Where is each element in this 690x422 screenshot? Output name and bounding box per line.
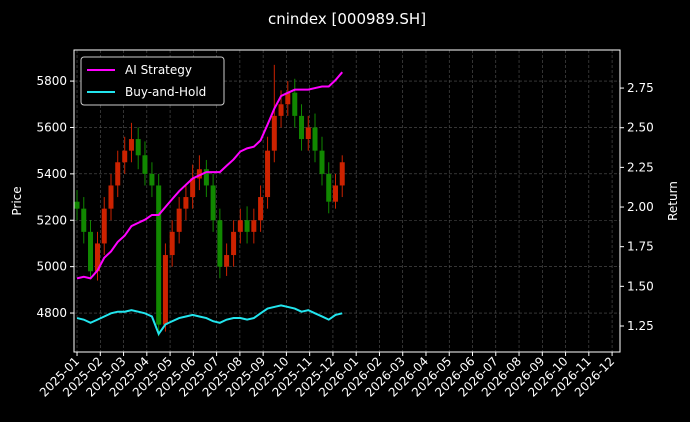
candle-body [108,185,114,209]
legend-box [80,56,225,106]
candle-body [224,255,230,267]
y2-tick-label: 1.50 [627,279,654,293]
candle-body [305,127,311,140]
candle-body [203,169,209,186]
candle-body [156,185,162,325]
candle-body [258,197,264,221]
candle-body [162,255,168,325]
legend-label: AI Strategy [125,63,192,77]
candle-body [312,127,318,151]
y-tick-label: 5000 [36,260,67,274]
candle-body [101,208,107,244]
y-tick-label: 5200 [36,213,67,227]
y-tick-label: 5600 [36,120,67,134]
y2-tick-label: 2.25 [627,160,654,174]
candle-body [285,92,291,105]
candle-body [183,197,189,209]
legend-label: Buy-and-Hold [125,85,206,99]
candle-body [210,185,216,221]
candle-body [299,115,305,140]
plot-frame [73,49,621,353]
candle-body [196,169,202,179]
candle-body [326,173,332,202]
candle-body [265,150,271,198]
candle-body [149,173,155,186]
chart-title: cnindex [000989.SH] [268,10,426,28]
candle-body [332,185,338,202]
y2-tick-label: 1.25 [627,319,654,333]
series-line [76,71,343,280]
candle-body [217,220,223,267]
legend: AI Strategy Buy-and-Hold [80,56,225,106]
candle-body [339,162,345,186]
y-tick-label: 5800 [36,74,67,88]
candle-body [278,104,284,116]
series-line [76,304,343,337]
candle-body [169,231,175,256]
candle-body [244,220,250,232]
y-tick-label: 4800 [36,306,67,320]
y2-tick-label: 2.00 [627,200,654,214]
candle-body [292,92,298,116]
y2-tick-label: 1.75 [627,240,654,254]
y2-axis-label: Return [666,181,680,221]
candle-body [74,201,80,209]
candle-body [94,243,100,272]
y2-tick-label: 2.75 [627,81,654,95]
candle-body [190,178,196,198]
candle-body [251,220,257,232]
candle-body [271,115,277,151]
candle-body [128,139,134,151]
candle-body [237,220,243,232]
candle-body [135,139,141,156]
candle-body [231,231,237,256]
candle-body [115,162,121,186]
y-tick-label: 5400 [36,167,67,181]
candle-body [176,208,182,232]
candle-body [122,150,128,163]
candle-body [81,208,87,232]
candle-body [319,150,325,174]
candle-body [142,155,148,174]
y-axis-label: Price [10,186,24,215]
candle-body [88,231,94,272]
y2-tick-label: 2.50 [627,121,654,135]
